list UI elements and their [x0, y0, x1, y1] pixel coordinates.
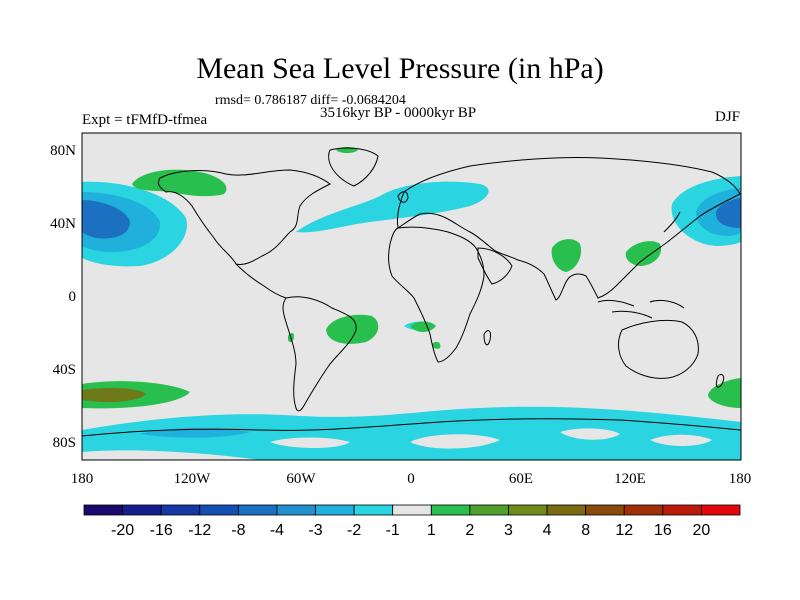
colorbar-swatch — [353, 504, 394, 516]
colorbar-swatch — [199, 504, 239, 516]
south-east-green-patch — [708, 378, 741, 408]
colorbar-swatch — [315, 504, 355, 516]
lon-tick-label: 180 — [729, 471, 752, 487]
southern-africa-green-blob — [432, 341, 441, 349]
latitude-axis: 80N 40N 0 40S 80S — [50, 143, 76, 451]
lon-tick-label: 60E — [509, 471, 533, 487]
colorbar-label: -12 — [188, 522, 211, 539]
colorbar-swatch — [276, 504, 316, 516]
coast-uk — [397, 191, 409, 203]
colorbar-label: 16 — [654, 522, 672, 539]
coast-japan — [663, 211, 681, 233]
colorbar-label: -1 — [386, 522, 400, 539]
coast-south-america — [282, 296, 357, 412]
colorbar-swatch — [392, 504, 432, 516]
lon-tick-label: 120E — [614, 471, 646, 487]
colorbar-swatch — [623, 504, 664, 516]
coast-central-america — [235, 263, 287, 299]
colorbar-label: 4 — [543, 522, 552, 539]
colorbar-swatch — [237, 504, 278, 516]
colorbar-label: -2 — [347, 522, 361, 539]
colorbar-label: 2 — [465, 522, 474, 539]
rmsd-diff-stats: rmsd= 0.786187 diff= -0.0684204 — [215, 93, 406, 108]
colorbar-label: 3 — [504, 522, 513, 539]
lat-tick-label: 40N — [50, 216, 76, 232]
southern-grey-edge — [82, 450, 260, 460]
southern-grey-hole-2 — [410, 434, 500, 449]
coast-australia — [618, 319, 699, 379]
coast-antarctica — [82, 418, 741, 437]
colorbar-swatch — [160, 504, 201, 516]
colorbar-swatch — [430, 504, 471, 516]
colorbar: -20 -16 -12 -8 -4 -3 -2 -1 1 2 3 4 8 12 16 20 — [83, 504, 741, 539]
coast-eurasia — [397, 156, 741, 301]
coast-north-america — [157, 169, 331, 265]
colorbar-label: -8 — [231, 522, 245, 539]
north-pacific-blue-east — [716, 198, 741, 228]
southern-grey-hole-4 — [650, 434, 712, 446]
colorbar-label: 20 — [693, 522, 711, 539]
colorbar-label: 1 — [427, 522, 436, 539]
southern-grey-hole-1 — [270, 437, 350, 448]
map-title: Mean Sea Level Pressure (in hPa) — [196, 52, 604, 85]
lon-tick-label: 60W — [286, 471, 316, 487]
lat-tick-label: 40S — [53, 362, 76, 378]
colorbar-label: -4 — [270, 522, 284, 539]
coast-arabia — [477, 247, 513, 285]
coast-new-zealand — [715, 373, 725, 388]
lat-tick-label: 80S — [53, 435, 76, 451]
colorbar-swatch — [122, 504, 162, 516]
lon-tick-label: 0 — [407, 471, 415, 487]
colorbar-swatch — [83, 504, 123, 516]
southern-grey-hole-3 — [560, 428, 620, 440]
colorbar-swatch — [469, 504, 509, 516]
east-asia-green-patch — [625, 241, 662, 266]
longitude-axis: 180 120W 60W 0 60E 120E 180 — [71, 471, 752, 487]
southern-ocean-cyan-band — [82, 406, 741, 460]
colorbar-label: -20 — [111, 522, 134, 539]
south-pacific-olive-core — [82, 387, 146, 402]
india-green-patch — [551, 239, 582, 272]
coastlines — [82, 147, 741, 437]
north-america-green-patch — [132, 169, 227, 197]
south-atlantic-green-blob — [410, 321, 436, 332]
colorbar-swatch — [546, 504, 587, 516]
coast-greenland — [328, 147, 379, 187]
season-label: DJF — [714, 109, 740, 125]
lat-tick-label: 0 — [69, 289, 77, 305]
colorbar-label: 12 — [615, 522, 633, 539]
colorbar-label: -16 — [150, 522, 173, 539]
coast-madagascar — [483, 330, 491, 346]
north-atlantic-cyan-band — [296, 181, 489, 233]
north-pacific-blue-west — [82, 200, 130, 239]
colorbar-swatch — [585, 504, 625, 516]
south-america-green-patch — [326, 314, 379, 344]
colorbar-label: 8 — [581, 522, 590, 539]
colorbar-swatch — [701, 504, 741, 516]
coast-africa — [388, 226, 485, 363]
experiment-label: Expt = tFMfD-tfmea — [82, 112, 208, 128]
map-frame — [81, 132, 742, 461]
colorbar-swatch — [508, 504, 548, 516]
lon-tick-label: 120W — [174, 471, 212, 487]
time-period-label: 3516kyr BP - 0000kyr BP — [320, 105, 477, 121]
colorbar-label: -3 — [308, 522, 322, 539]
lon-tick-label: 180 — [71, 471, 94, 487]
map-panel — [82, 133, 741, 460]
colorbar-swatch — [662, 504, 702, 516]
coast-indonesia — [597, 299, 685, 319]
lat-tick-label: 80N — [50, 143, 76, 159]
